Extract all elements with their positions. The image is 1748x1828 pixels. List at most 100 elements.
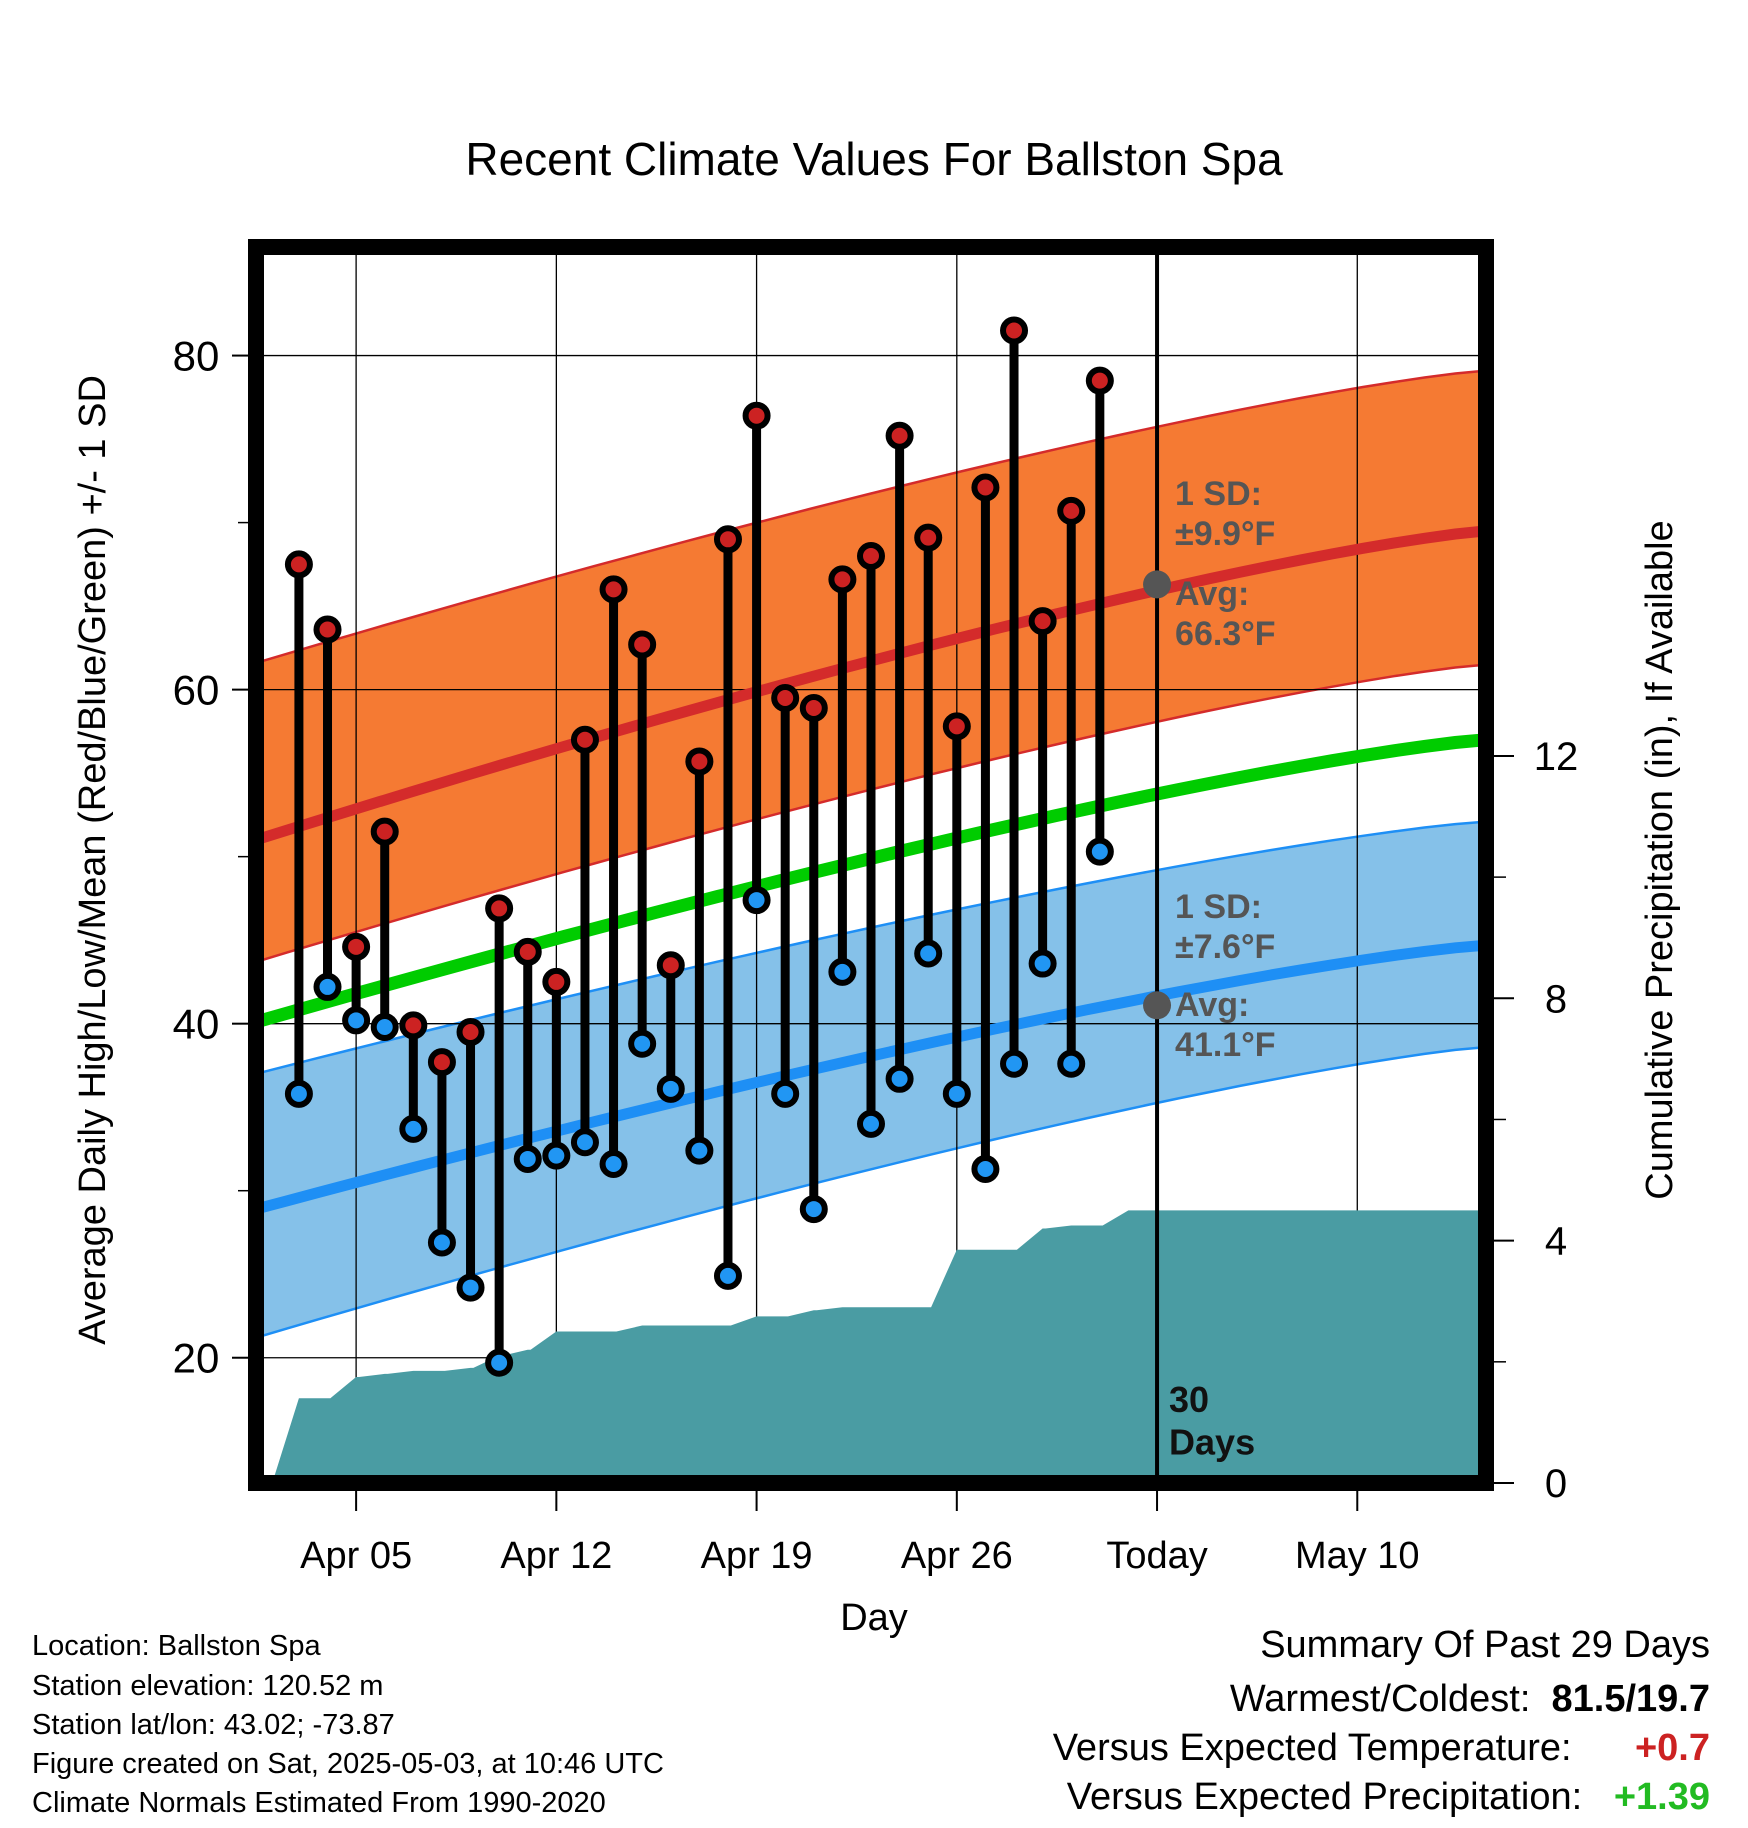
daily-high-point — [942, 712, 971, 741]
normal-high-band-upper-edge — [255, 369, 1487, 665]
y-tick-label: 40 — [173, 1001, 220, 1048]
daily-low-point — [656, 1074, 685, 1103]
daily-high-point — [342, 932, 371, 961]
daily-low-point — [542, 1141, 571, 1170]
summary-warmest-value: 81.5/19.7 — [1551, 1678, 1710, 1720]
info-latlon: Station lat/lon: 43.02; -73.87 — [32, 1709, 395, 1741]
daily-high-point — [313, 615, 342, 644]
x-tick-label: May 10 — [1295, 1535, 1420, 1577]
daily-high-point — [857, 542, 885, 570]
high-sd-annotation: 1 SD: ±9.9°F — [1175, 475, 1275, 553]
daily-high-point — [914, 523, 943, 552]
daily-high-point — [513, 937, 542, 966]
y-tick-label: 60 — [173, 667, 220, 714]
daily-high-point — [599, 575, 628, 604]
daily-low-point — [857, 1109, 885, 1138]
daily-low-point — [628, 1029, 657, 1058]
info-normals: Climate Normals Estimated From 1990-2020 — [32, 1787, 606, 1819]
daily-high-point — [1028, 607, 1057, 636]
info-location: Location: Ballston Spa — [32, 1630, 321, 1662]
daily-low-point — [1028, 949, 1057, 978]
daily-high-point — [399, 1011, 428, 1040]
daily-low-point — [284, 1079, 313, 1108]
summary-precip-label: Versus Expected Precipitation: — [1066, 1776, 1583, 1818]
y-tick-label: 80 — [173, 333, 220, 380]
daily-high-point — [485, 894, 514, 923]
daily-low-point — [513, 1144, 542, 1173]
daily-low-point — [570, 1128, 599, 1157]
daily-high-point — [542, 967, 571, 996]
low-sd-annotation: 1 SD: ±7.6°F — [1175, 888, 1275, 966]
daily-high-point — [656, 951, 685, 980]
daily-high-point — [1000, 316, 1029, 345]
daily-low-point — [1085, 837, 1114, 866]
today-days-annotation: 30 Days — [1169, 1379, 1255, 1462]
daily-low-point — [1000, 1049, 1029, 1078]
daily-high-point — [799, 693, 828, 722]
daily-low-point — [971, 1154, 1000, 1183]
daily-high-point — [456, 1018, 485, 1047]
y2-tick-label: 8 — [1545, 977, 1567, 1021]
daily-low-point — [1057, 1049, 1086, 1078]
daily-low-point — [399, 1114, 428, 1143]
x-tick-label: Apr 12 — [500, 1535, 612, 1577]
daily-low-point — [713, 1261, 742, 1290]
high-avg-annotation: Avg: 66.3°F — [1175, 575, 1276, 653]
daily-low-point — [799, 1195, 828, 1224]
x-axis-label: Day — [840, 1597, 908, 1639]
daily-low-point — [685, 1136, 714, 1165]
daily-low-point — [427, 1228, 456, 1257]
daily-low-point — [914, 939, 943, 968]
precip-area — [270, 1210, 1486, 1483]
daily-low-point — [885, 1064, 914, 1093]
summary-temp: Versus Expected Temperature: +0.7 — [1053, 1729, 1710, 1767]
summary-temp-label: Versus Expected Temperature: — [1052, 1727, 1572, 1769]
daily-low-point — [456, 1273, 485, 1302]
y2-tick-label: 4 — [1545, 1220, 1567, 1264]
daily-high-point — [1057, 496, 1086, 525]
daily-high-point — [885, 421, 914, 450]
daily-high-point — [427, 1048, 456, 1077]
daily-high-point — [971, 473, 1000, 502]
y2-axis-label: Cumulative Precipitation (in), If Availa… — [1639, 520, 1681, 1199]
daily-high-point — [828, 565, 857, 594]
info-created: Figure created on Sat, 2025-05-03, at 10… — [32, 1748, 664, 1780]
y-tick-label: 20 — [173, 1335, 220, 1382]
daily-high-point — [370, 817, 399, 846]
daily-high-point — [713, 525, 742, 554]
daily-low-point — [342, 1006, 371, 1035]
daily-high-point — [685, 747, 714, 776]
daily-low-point — [942, 1079, 971, 1108]
low-avg-annotation: Avg: 41.1°F — [1175, 986, 1276, 1064]
today-low-avg-marker — [1143, 991, 1172, 1020]
summary-precip: Versus Expected Precipitation: +1.39 — [1067, 1778, 1710, 1816]
x-tick-label: Today — [1106, 1535, 1207, 1577]
y2-tick-label: 0 — [1545, 1462, 1567, 1506]
daily-low-point — [485, 1348, 514, 1377]
daily-high-point — [570, 725, 599, 754]
plot-frame — [248, 239, 1494, 1491]
summary-precip-value: +1.39 — [1613, 1776, 1710, 1818]
chart-title: Recent Climate Values For Ballston Spa — [465, 133, 1283, 185]
x-tick-label: Apr 05 — [300, 1535, 412, 1577]
y2-tick-label: 12 — [1534, 735, 1579, 779]
daily-low-point — [742, 886, 771, 915]
summary-title: Summary Of Past 29 Days — [1260, 1624, 1710, 1666]
today-high-avg-marker — [1143, 570, 1172, 599]
daily-high-point — [742, 401, 771, 430]
summary-warmest: Warmest/Coldest: 81.5/19.7 — [1230, 1680, 1710, 1718]
daily-high-point — [1085, 366, 1114, 395]
y-axis-label: Average Daily High/Low/Mean (Red/Blue/Gr… — [72, 375, 114, 1345]
x-tick-label: Apr 26 — [901, 1535, 1013, 1577]
summary-temp-value: +0.7 — [1634, 1727, 1710, 1769]
daily-high-point — [771, 683, 800, 712]
daily-low-point — [771, 1079, 800, 1108]
x-tick-label: Apr 19 — [701, 1535, 813, 1577]
daily-low-point — [599, 1149, 628, 1178]
daily-low-point — [313, 972, 342, 1001]
info-elevation: Station elevation: 120.52 m — [32, 1670, 384, 1702]
summary-warmest-label: Warmest/Coldest: — [1229, 1678, 1531, 1720]
daily-low-point — [370, 1013, 399, 1042]
daily-high-point — [284, 550, 313, 579]
